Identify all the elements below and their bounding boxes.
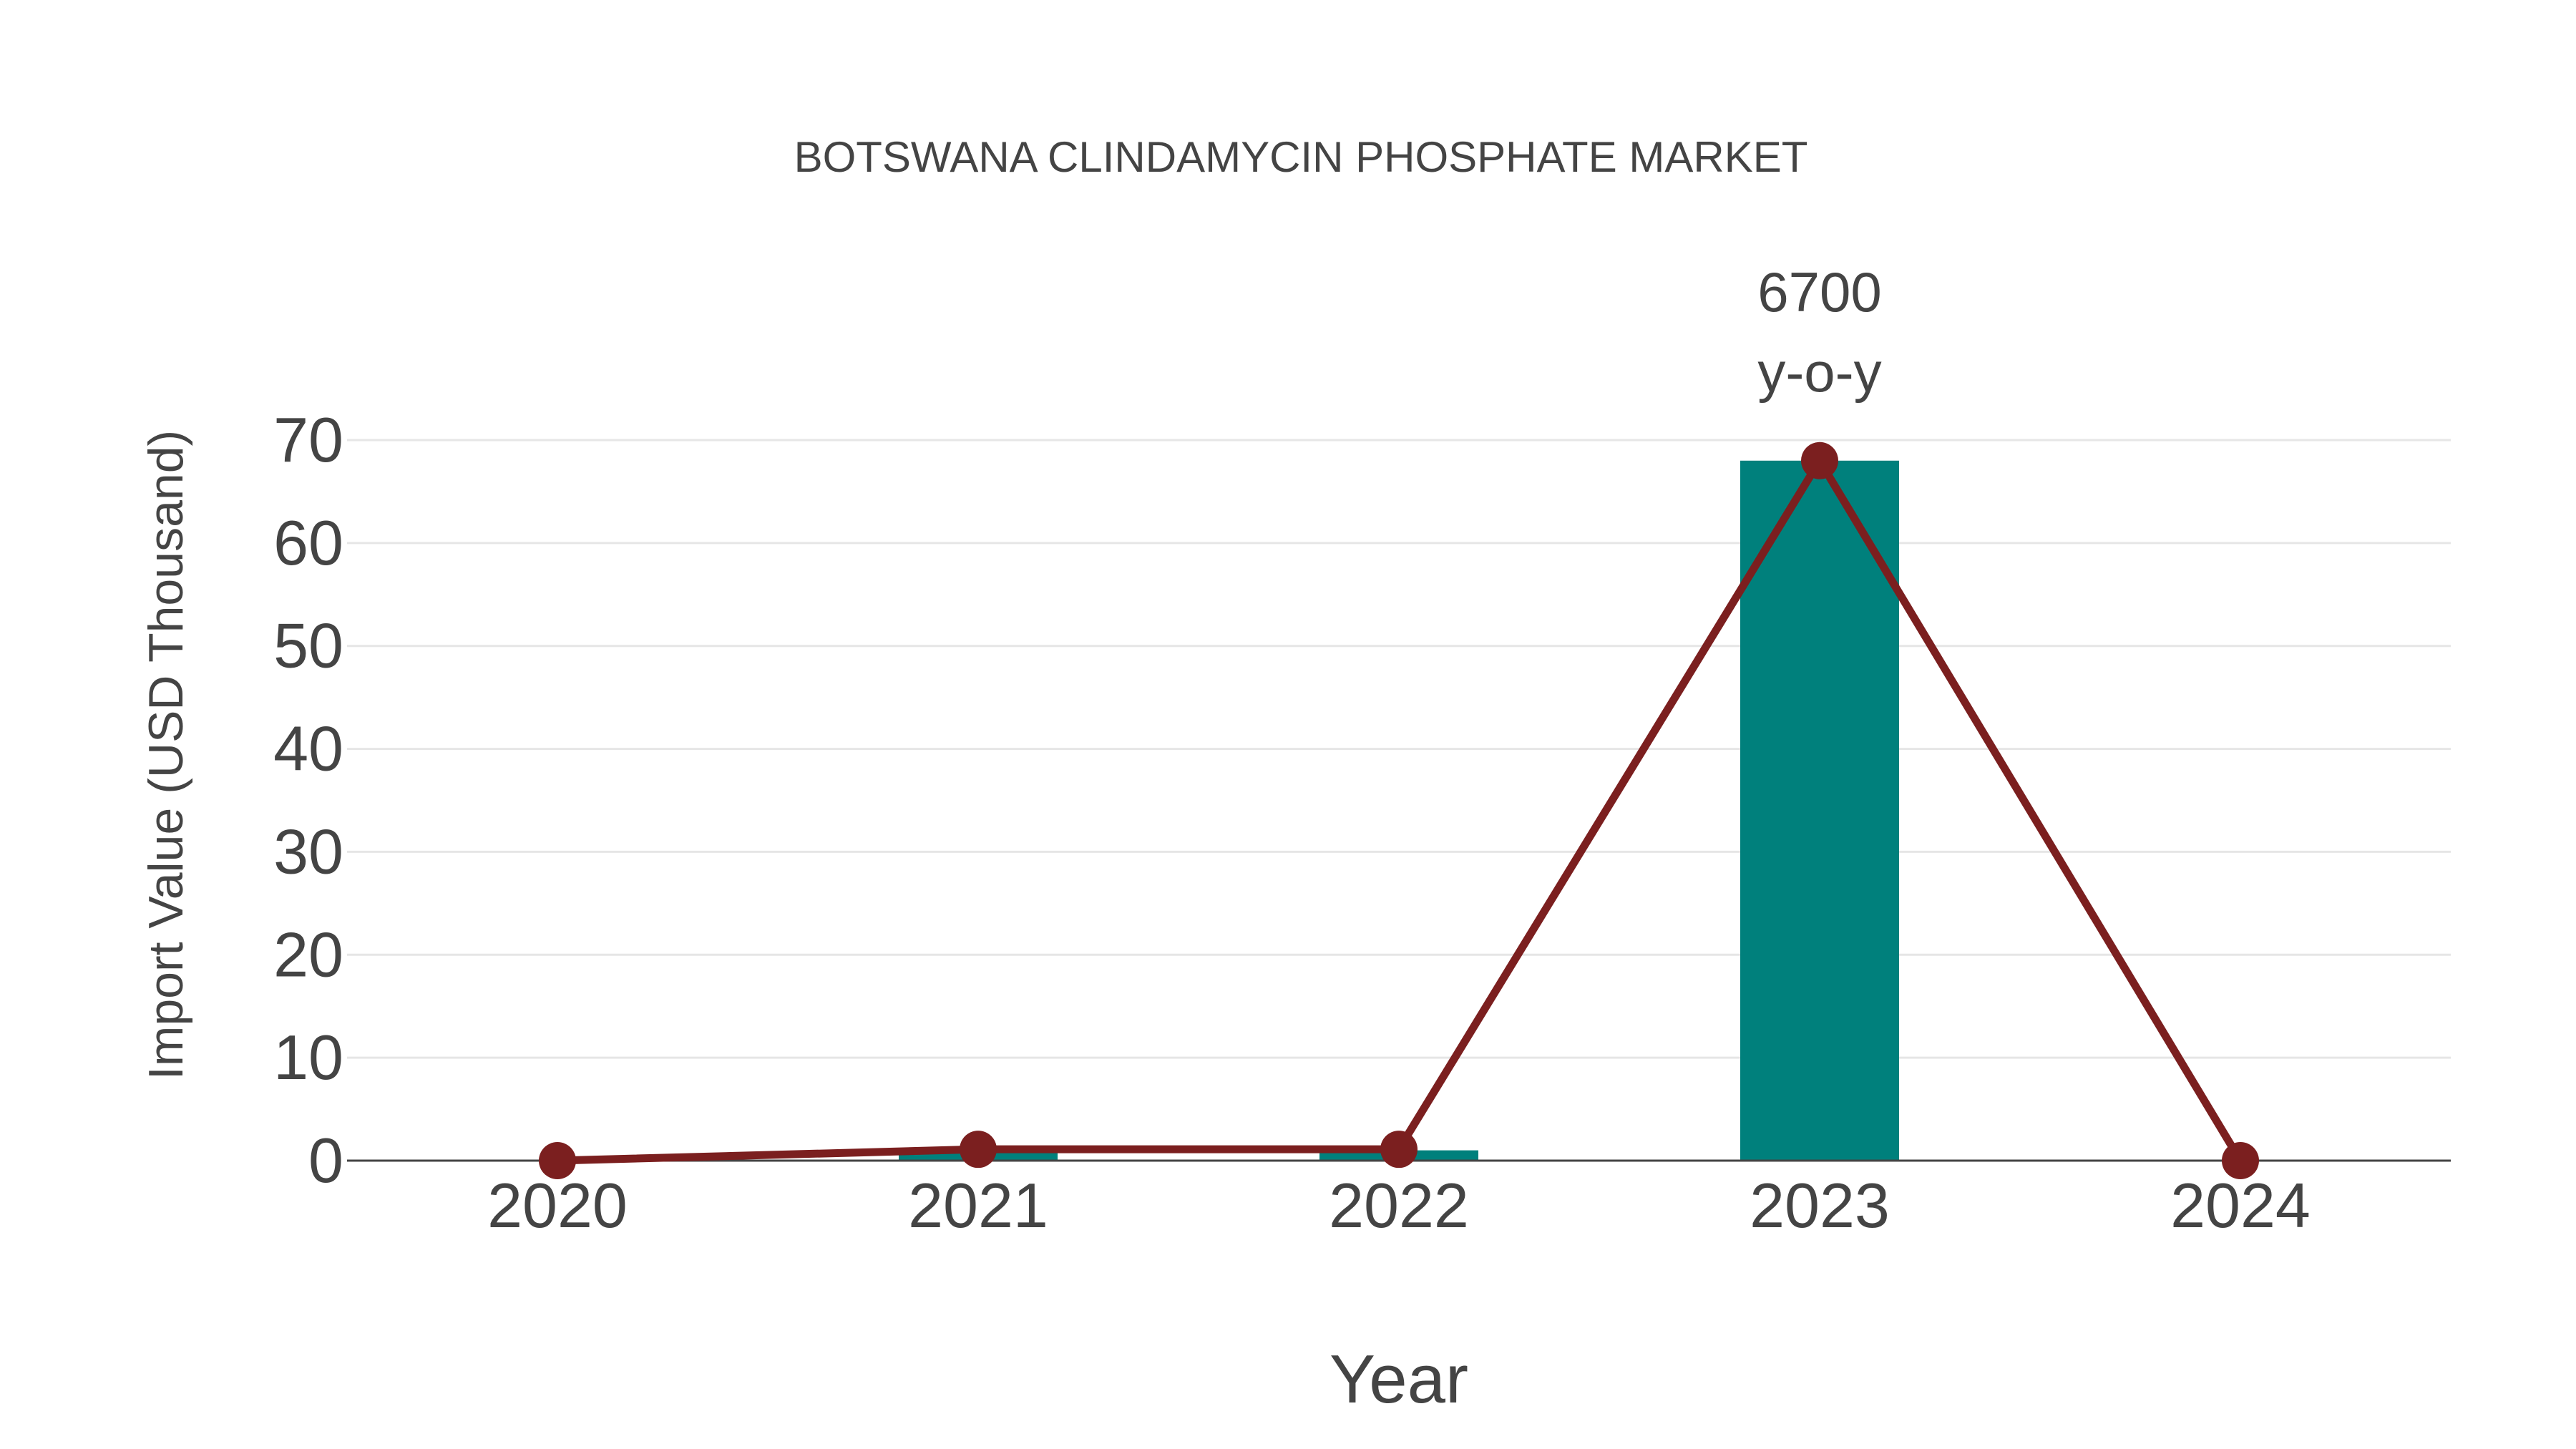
trend-marker [2222, 1142, 2259, 1179]
y-axis-ticks: 0 10 20 30 40 50 60 70 [273, 404, 343, 1196]
trend-marker [539, 1142, 576, 1179]
trend-marker [1801, 441, 1838, 479]
y-tick-label: 10 [273, 1022, 343, 1093]
annotations: 6700 y-o-y [1757, 260, 1882, 404]
y-tick-label: 0 [308, 1125, 343, 1196]
bar-series [899, 460, 1899, 1161]
y-tick-label: 20 [273, 919, 343, 990]
y-tick-label: 50 [273, 610, 343, 681]
line-series [539, 441, 2259, 1179]
trend-marker [1380, 1131, 1418, 1169]
y-tick-label: 70 [273, 404, 343, 475]
y-tick-label: 40 [273, 713, 343, 784]
yoy-annotation: y-o-y [1757, 341, 1881, 404]
yoy-annotation: 6700 [1757, 260, 1882, 323]
x-axis-ticks: 2020 2021 2022 2023 2024 [487, 1170, 2311, 1241]
y-axis-title: Import Value (USD Thousand) [139, 430, 193, 1080]
x-tick-label: 2021 [908, 1170, 1048, 1241]
x-tick-label: 2023 [1750, 1170, 1890, 1241]
y-tick-label: 30 [273, 816, 343, 887]
x-tick-label: 2020 [487, 1170, 628, 1241]
x-tick-label: 2024 [2170, 1170, 2311, 1241]
gridlines [347, 439, 2451, 1059]
trend-marker [960, 1131, 997, 1169]
bar [1740, 460, 1899, 1161]
y-tick-label: 60 [273, 507, 343, 578]
trend-line [557, 457, 2244, 1165]
x-tick-label: 2022 [1329, 1170, 1469, 1241]
x-axis-title: Year [1330, 1341, 1468, 1418]
chart-title: BOTSWANA CLINDAMYCIN PHOSPHATE MARKET [794, 133, 1808, 181]
